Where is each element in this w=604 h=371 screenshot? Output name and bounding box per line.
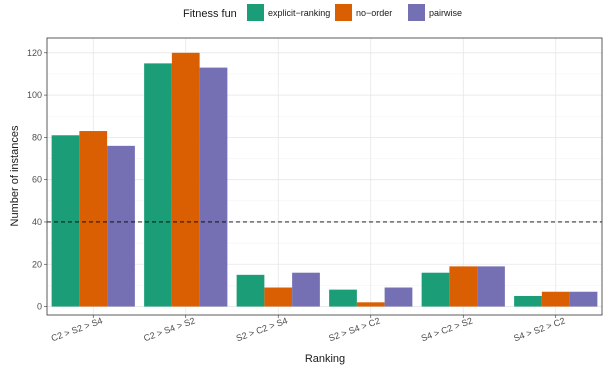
legend-label: no−order	[356, 8, 392, 18]
bar	[144, 63, 172, 307]
x-tick-label: C2 > S2 > S4	[50, 315, 104, 343]
x-tick-label: S2 > C2 > S4	[235, 315, 289, 343]
bar	[514, 295, 542, 307]
legend-key	[247, 4, 264, 21]
y-tick-label: 20	[32, 259, 42, 269]
legend: Fitness fun explicit−ranking no−order pair…	[183, 4, 462, 21]
x-tick-label: S4 > C2 > S2	[420, 315, 474, 343]
y-tick-label: 40	[32, 217, 42, 227]
legend-key	[408, 4, 425, 21]
y-tick-label: 0	[37, 302, 42, 312]
y-tick-label: 120	[27, 48, 42, 58]
y-tick-label: 100	[27, 90, 42, 100]
panel-border	[46, 37, 603, 316]
y-axis-title: Number of instances	[9, 125, 21, 226]
bar	[79, 131, 108, 307]
x-tick-label: C2 > S4 > S2	[142, 315, 196, 343]
y-tick-label: 60	[32, 175, 42, 185]
bar	[477, 266, 505, 307]
bar	[51, 135, 80, 307]
bar	[264, 287, 293, 307]
legend-title: Fitness fun	[183, 8, 237, 20]
bar	[421, 272, 450, 307]
bar	[384, 287, 413, 307]
y-tick-label: 80	[32, 132, 42, 142]
legend-key	[335, 4, 352, 21]
x-axis-title: Ranking	[305, 353, 345, 365]
bar	[171, 52, 200, 307]
legend-label: explicit−ranking	[268, 8, 330, 18]
bar	[199, 67, 228, 307]
x-tick-label: S4 > S2 > C2	[512, 315, 566, 343]
bar	[541, 291, 570, 307]
bar	[329, 289, 357, 307]
plot-area: 0 20 40 60 80 100 120 C2 > S2 > S4 C2 > S4 > S2 S…	[27, 37, 603, 343]
bar	[236, 274, 265, 307]
bar	[449, 266, 478, 307]
x-tick-label: S2 > S4 > C2	[327, 315, 381, 343]
legend-label: pairwise	[429, 8, 462, 18]
bar	[292, 272, 320, 307]
bar	[569, 291, 598, 307]
bar	[107, 145, 135, 307]
bar	[356, 302, 385, 307]
